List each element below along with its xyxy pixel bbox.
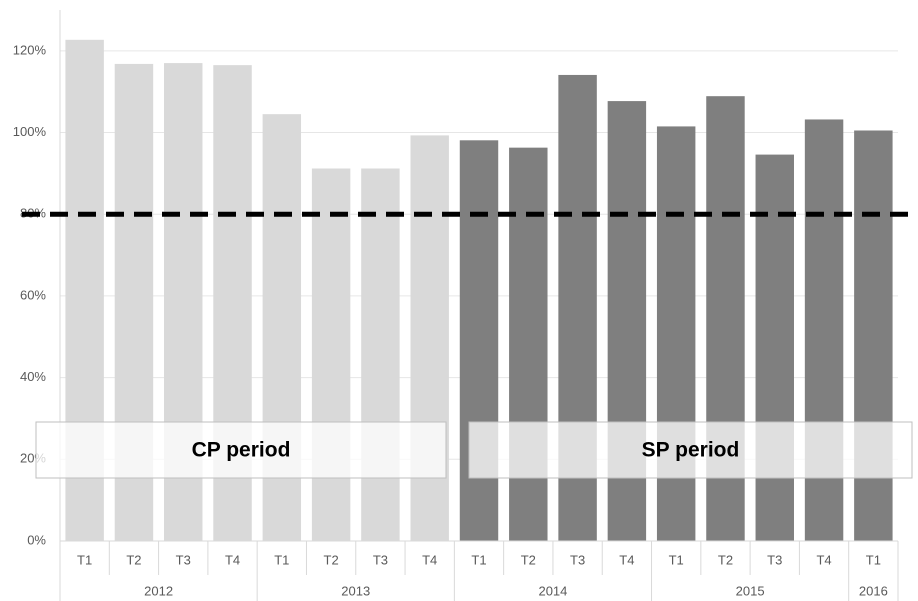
y-tick-label: 100% bbox=[13, 124, 47, 139]
period-box bbox=[35, 421, 447, 479]
x-tick-label: T4 bbox=[225, 552, 240, 567]
x-tick-label: T3 bbox=[767, 552, 782, 567]
x-tick-label: T1 bbox=[471, 552, 486, 567]
x-tick-label: T1 bbox=[866, 552, 881, 567]
x-tick-label: T4 bbox=[619, 552, 634, 567]
x-tick-label: T4 bbox=[816, 552, 831, 567]
x-tick-label: T3 bbox=[373, 552, 388, 567]
period-box bbox=[468, 421, 913, 479]
x-tick-label: T2 bbox=[126, 552, 141, 567]
x-group-label: 2015 bbox=[736, 583, 765, 598]
y-tick-label: 0% bbox=[27, 532, 46, 547]
y-tick-label: 40% bbox=[20, 369, 46, 384]
x-group-label: 2016 bbox=[859, 583, 888, 598]
x-tick-label: T1 bbox=[77, 552, 92, 567]
x-tick-label: T2 bbox=[718, 552, 733, 567]
x-tick-label: T3 bbox=[176, 552, 191, 567]
bar bbox=[311, 168, 351, 541]
x-group-label: 2012 bbox=[144, 583, 173, 598]
bar bbox=[361, 168, 400, 541]
bar bbox=[410, 135, 449, 541]
x-tick-label: T4 bbox=[422, 552, 437, 567]
bar bbox=[459, 140, 499, 541]
x-tick-label: T1 bbox=[274, 552, 289, 567]
x-tick-label: T1 bbox=[669, 552, 684, 567]
x-tick-label: T2 bbox=[521, 552, 536, 567]
bar bbox=[656, 126, 696, 542]
x-group-label: 2013 bbox=[341, 583, 370, 598]
period-label: CP period bbox=[192, 439, 291, 462]
y-tick-label: 60% bbox=[20, 287, 46, 302]
y-tick-label: 120% bbox=[13, 42, 47, 57]
x-group-label: 2014 bbox=[538, 583, 567, 598]
x-tick-label: T3 bbox=[570, 552, 585, 567]
x-tick-label: T2 bbox=[324, 552, 339, 567]
period-label: SP period bbox=[642, 439, 740, 462]
bar bbox=[854, 130, 893, 541]
bar bbox=[509, 147, 548, 541]
